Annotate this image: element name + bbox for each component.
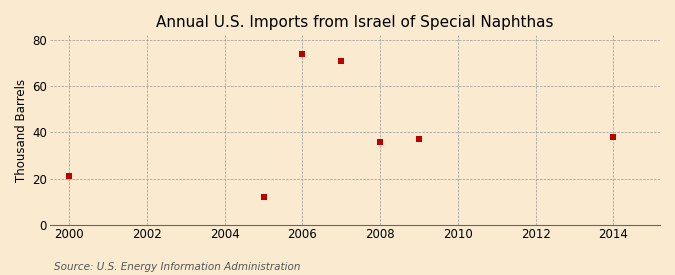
Point <box>414 137 425 142</box>
Point <box>297 52 308 56</box>
Point <box>375 139 385 144</box>
Point <box>336 59 347 63</box>
Text: Source: U.S. Energy Information Administration: Source: U.S. Energy Information Administ… <box>54 262 300 272</box>
Point <box>608 135 619 139</box>
Point <box>64 174 75 178</box>
Y-axis label: Thousand Barrels: Thousand Barrels <box>15 79 28 182</box>
Point <box>258 195 269 199</box>
Title: Annual U.S. Imports from Israel of Special Naphthas: Annual U.S. Imports from Israel of Speci… <box>156 15 554 30</box>
